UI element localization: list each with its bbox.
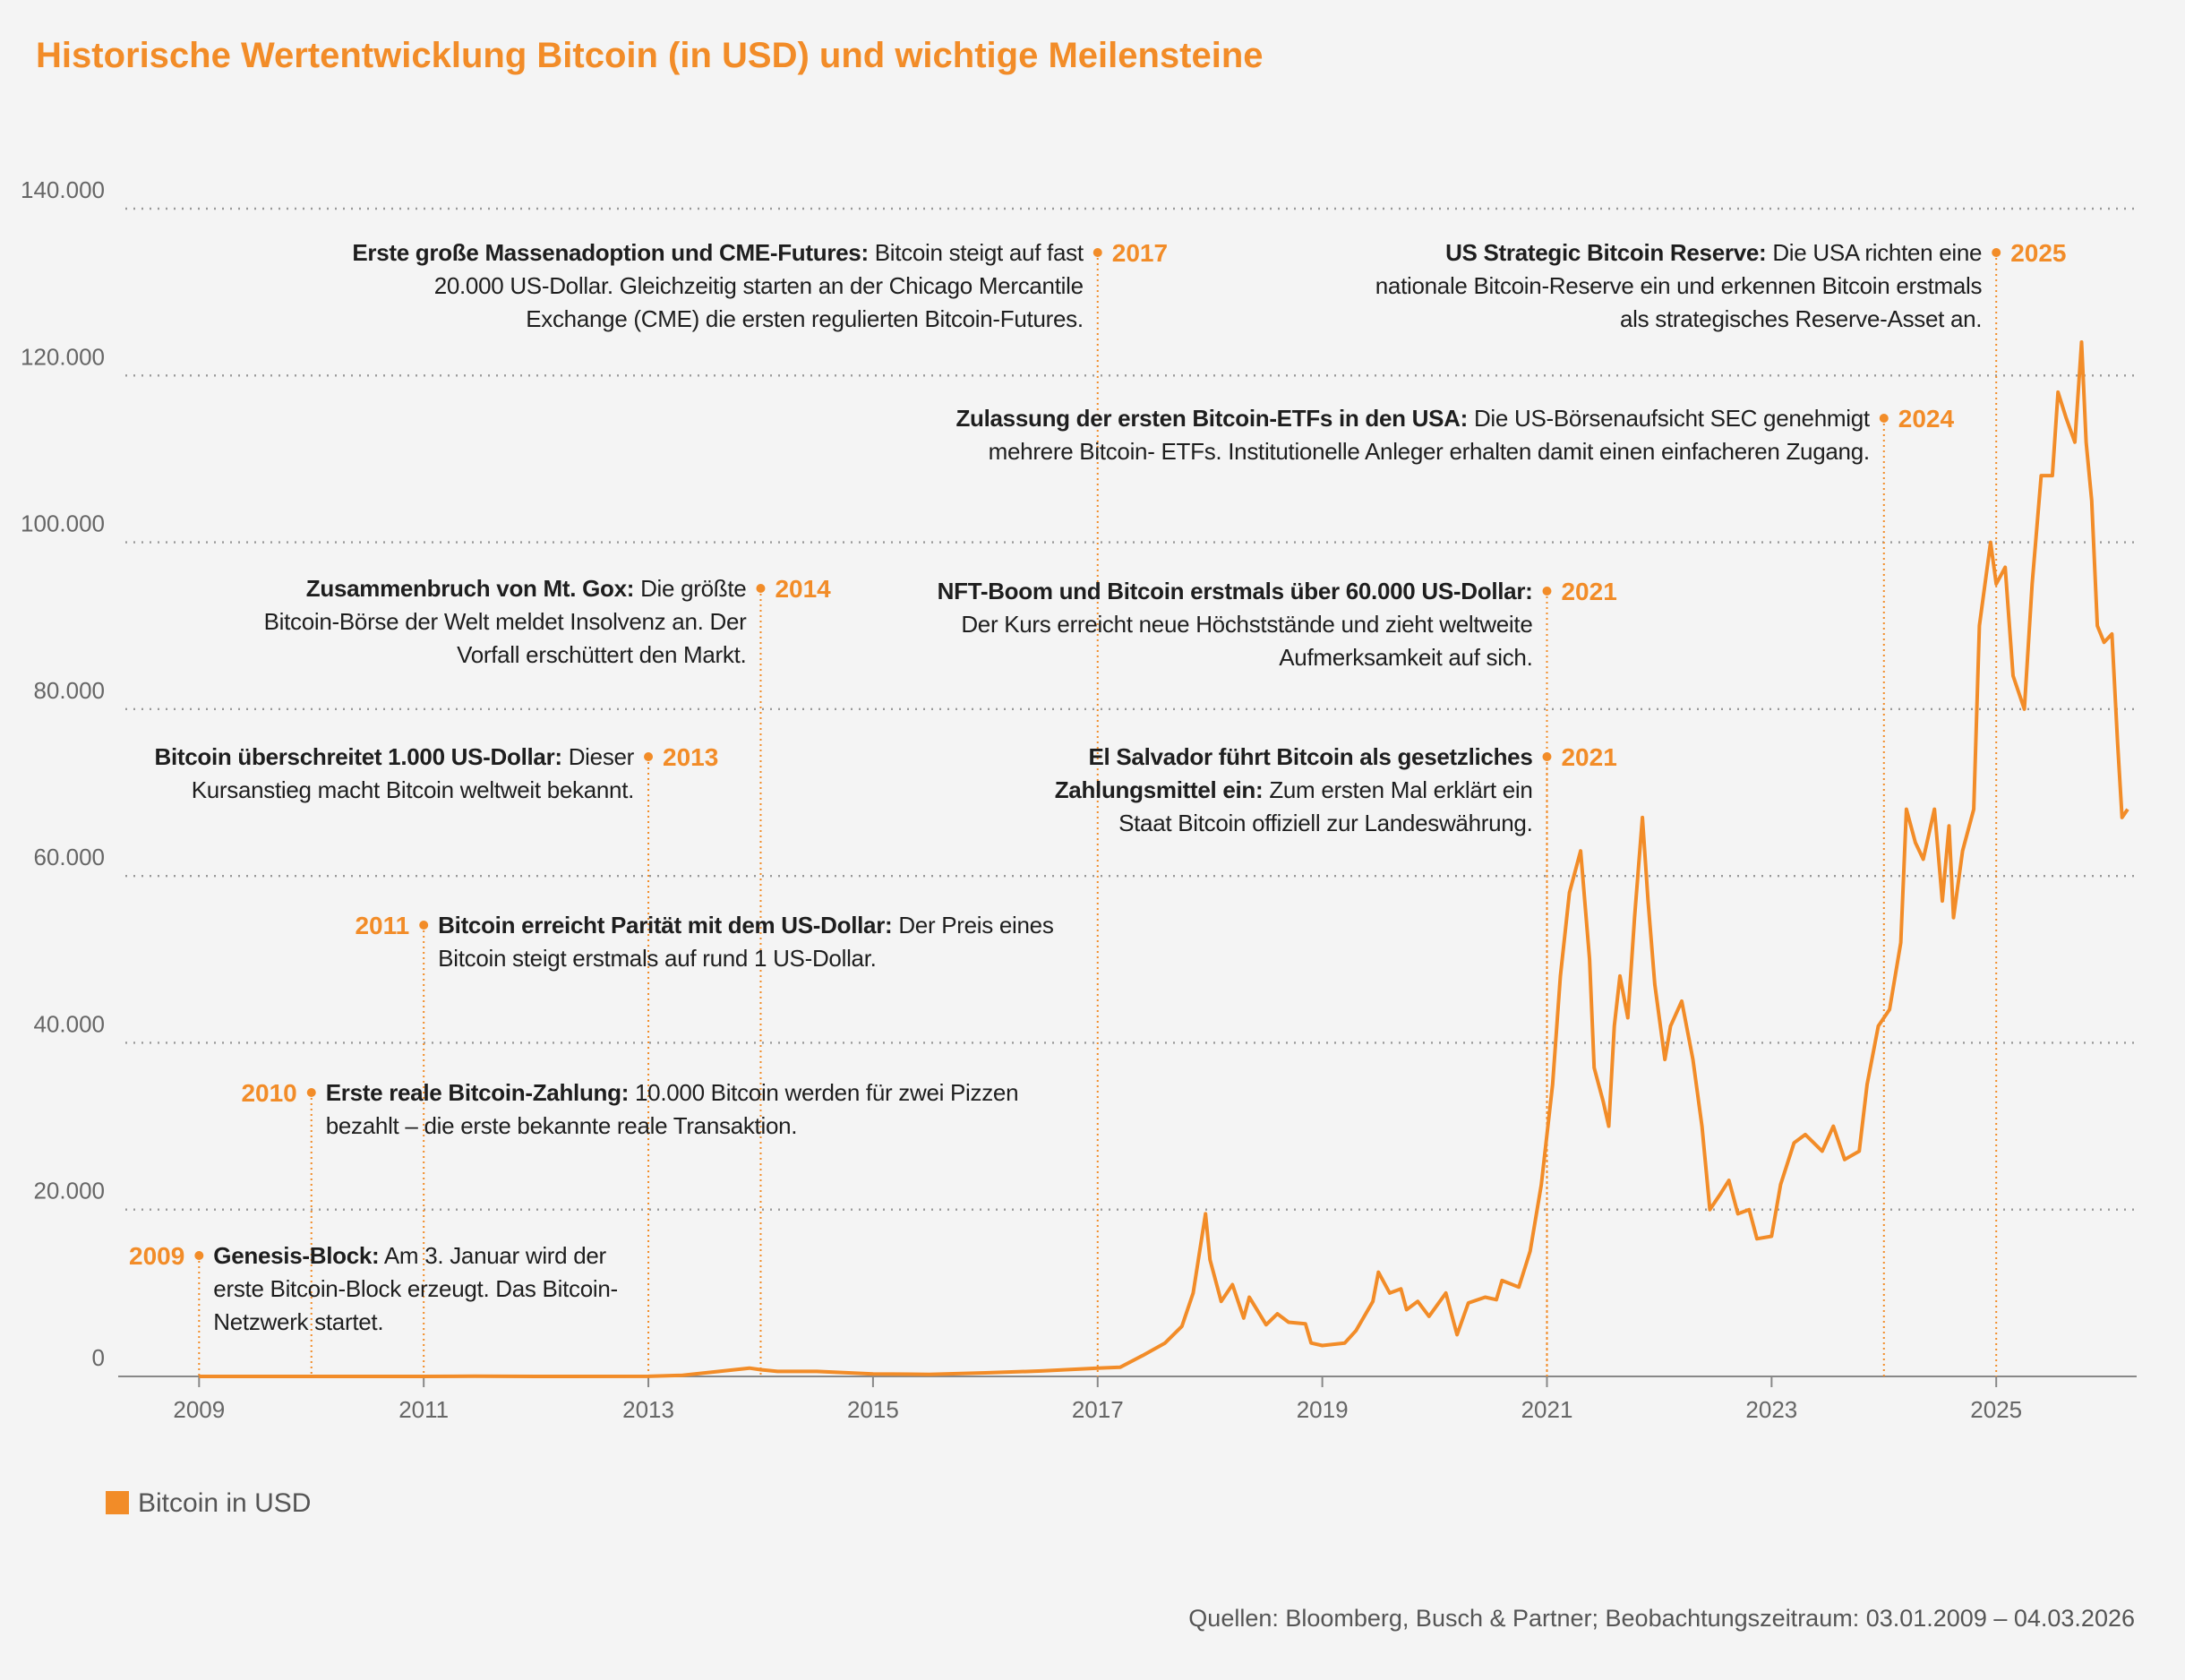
milestone-title: Zulassung der ersten Bitcoin-ETFs in den… xyxy=(955,404,1469,432)
legend-label: Bitcoin in USD xyxy=(138,1488,312,1518)
x-tick-label: 2013 xyxy=(622,1396,674,1423)
milestone-text: Am 3. Januar wird der erste Bitcoin-Bloc… xyxy=(213,1241,618,1335)
y-tick-label: 140.000 xyxy=(21,176,105,203)
x-tick-label: 2011 xyxy=(398,1396,449,1423)
milestone-text: Bitcoin steigt auf fast 20.000 US-Dollar… xyxy=(433,238,1084,332)
milestone-dot xyxy=(1879,414,1889,423)
milestone-year: 2021 xyxy=(1561,742,1617,771)
milestone-year: 2021 xyxy=(1561,577,1617,605)
milestone-note: US Strategic Bitcoin Reserve: Die USA ri… xyxy=(1355,236,1983,336)
milestone-note: El Salvador führt Bitcoin als gesetzlich… xyxy=(1005,741,1533,840)
milestone-year: 2009 xyxy=(129,1241,185,1270)
milestone-note: NFT-Boom und Bitcoin erstmals über 60.00… xyxy=(915,575,1533,674)
milestone-note: Bitcoin erreicht Parität mit dem US-Doll… xyxy=(438,909,1065,975)
y-tick-label: 20.000 xyxy=(33,1178,105,1204)
milestone-text: 10.000 Bitcoin werden für zwei Pizzen be… xyxy=(325,1078,1019,1139)
x-tick-label: 2009 xyxy=(173,1396,225,1423)
milestone-dot xyxy=(756,584,766,593)
x-tick-label: 2019 xyxy=(1297,1396,1349,1423)
milestone-note: Erste reale Bitcoin-Zahlung: 10.000 Bitc… xyxy=(326,1076,1042,1143)
milestone-text: Die USA richten eine nationale Bitcoin-R… xyxy=(1375,238,1983,332)
milestone-note: Erste große Massenadoption und CME-Futur… xyxy=(331,236,1084,336)
chart-title: Historische Wertentwicklung Bitcoin (in … xyxy=(36,36,1264,75)
milestone-title: NFT-Boom und Bitcoin erstmals über 60.00… xyxy=(937,577,1533,604)
milestone-title: Genesis-Block: xyxy=(213,1241,380,1269)
milestone-note: Bitcoin überschreitet 1.000 US-Dollar: D… xyxy=(106,741,634,807)
milestone-text: Zum ersten Mal erklärt ein Staat Bitcoin… xyxy=(1118,776,1533,836)
y-tick-label: 80.000 xyxy=(33,677,105,704)
y-tick-label: 0 xyxy=(92,1344,105,1371)
milestone-text: Der Preis eines Bitcoin steigt erstmals … xyxy=(438,911,1054,972)
milestone-year: 2013 xyxy=(663,742,719,771)
milestone-title: Bitcoin erreicht Parität mit dem US-Doll… xyxy=(438,911,893,939)
milestone-text: Dieser Kursanstieg macht Bitcoin weltwei… xyxy=(191,742,635,803)
milestone-dot xyxy=(1092,248,1102,257)
x-tick-label: 2015 xyxy=(847,1396,899,1423)
milestone-title: Zusammenbruch von Mt. Gox: xyxy=(305,574,635,602)
milestone-year: 2010 xyxy=(241,1078,297,1107)
milestone-note: Zulassung der ersten Bitcoin-ETFs in den… xyxy=(894,402,1870,468)
legend: Bitcoin in USD xyxy=(106,1488,311,1519)
milestone-year: 2024 xyxy=(1898,404,1955,433)
milestone-dot xyxy=(1992,248,2001,257)
milestone-year: 2017 xyxy=(1111,238,1169,267)
milestone-title: El Salvador führt Bitcoin als gesetzlich… xyxy=(1054,742,1533,803)
milestone-title: US Strategic Bitcoin Reserve: xyxy=(1445,238,1767,266)
y-tick-label: 100.000 xyxy=(21,510,105,537)
legend-swatch xyxy=(106,1491,129,1514)
y-tick-label: 120.000 xyxy=(21,343,105,370)
milestone-title: Erste reale Bitcoin-Zahlung: xyxy=(325,1078,630,1106)
milestone-year: 2025 xyxy=(2010,238,2067,267)
milestone-dot xyxy=(194,1251,204,1260)
milestone-dot xyxy=(644,752,654,761)
x-tick-label: 2023 xyxy=(1745,1396,1797,1423)
milestone-text: Die größte Bitcoin-Börse der Welt meldet… xyxy=(263,574,747,668)
milestone-dot xyxy=(306,1088,316,1097)
x-tick-label: 2021 xyxy=(1521,1396,1573,1423)
milestone-year: 2011 xyxy=(355,911,410,939)
milestone-text: Der Kurs erreicht neue Höchststände und … xyxy=(961,610,1533,671)
milestone-note: Zusammenbruch von Mt. Gox: Die größte Bi… xyxy=(262,572,747,672)
x-tick-label: 2017 xyxy=(1072,1396,1124,1423)
milestone-title: Bitcoin überschreitet 1.000 US-Dollar: xyxy=(154,742,562,770)
y-tick-label: 40.000 xyxy=(33,1010,105,1037)
milestone-dot xyxy=(419,921,429,930)
milestone-year: 2014 xyxy=(775,574,831,603)
milestone-dot xyxy=(1542,587,1552,596)
milestone-title: Erste große Massenadoption und CME-Futur… xyxy=(352,238,869,266)
x-tick-label: 2025 xyxy=(1970,1396,2022,1423)
y-tick-label: 60.000 xyxy=(33,844,105,870)
price-line xyxy=(199,340,2129,1378)
milestone-dot xyxy=(1542,752,1552,761)
source-note: Quellen: Bloomberg, Busch & Partner; Beo… xyxy=(1188,1605,2135,1632)
milestone-text: Die US-Börsenaufsicht SEC genehmigt mehr… xyxy=(988,404,1870,465)
milestone-note: Genesis-Block: Am 3. Januar wird der ers… xyxy=(213,1239,661,1339)
